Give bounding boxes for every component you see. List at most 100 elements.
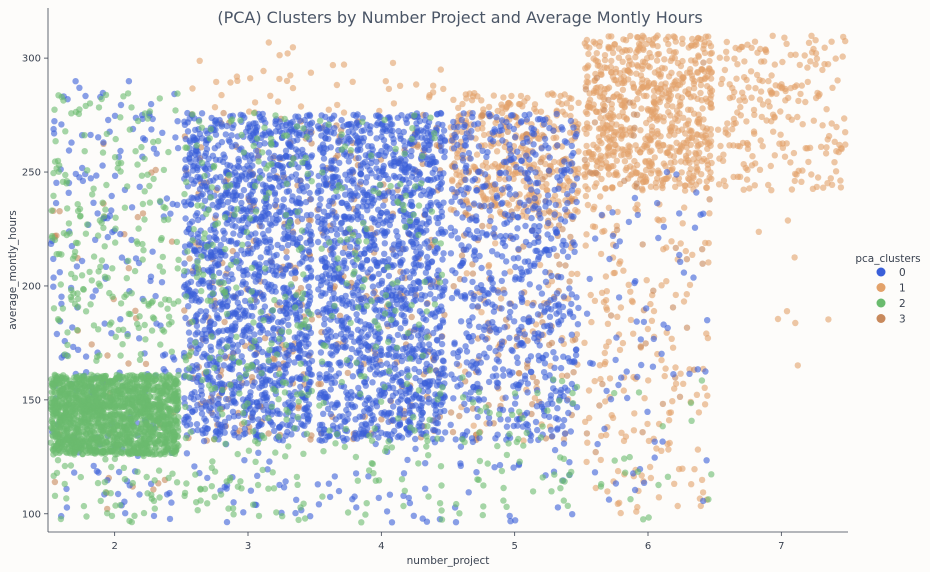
data-point — [734, 173, 741, 180]
data-point — [601, 52, 609, 59]
data-point — [413, 176, 420, 183]
data-point — [599, 380, 606, 388]
data-point — [221, 353, 228, 360]
data-point — [318, 112, 325, 119]
data-point — [601, 56, 609, 64]
data-point — [216, 116, 223, 124]
data-point — [417, 127, 425, 134]
data-point — [805, 39, 813, 46]
data-point — [675, 127, 682, 135]
data-point — [788, 186, 796, 193]
data-point — [235, 164, 243, 171]
data-point — [289, 84, 297, 92]
data-point — [689, 134, 696, 141]
data-point — [89, 293, 96, 300]
data-point — [583, 458, 590, 466]
data-point — [708, 49, 715, 57]
data-point — [604, 150, 612, 157]
data-point — [740, 186, 747, 193]
data-point — [305, 222, 312, 229]
data-point — [363, 397, 370, 404]
data-point — [581, 40, 588, 47]
data-point — [385, 418, 392, 425]
data-point — [106, 212, 114, 219]
data-point — [411, 365, 418, 373]
data-point — [326, 432, 333, 440]
data-point — [381, 240, 388, 247]
data-point — [708, 68, 715, 76]
data-point — [373, 135, 380, 142]
data-point — [478, 309, 485, 316]
data-point — [317, 195, 324, 203]
data-point — [223, 122, 231, 130]
data-point — [396, 421, 404, 428]
data-point — [344, 133, 351, 141]
data-point — [117, 147, 124, 155]
data-point — [652, 184, 660, 191]
data-point — [223, 395, 230, 403]
data-point — [360, 134, 368, 142]
data-point — [662, 80, 669, 87]
data-point — [757, 137, 764, 144]
data-point — [259, 181, 267, 188]
data-point — [524, 337, 531, 344]
data-point — [647, 137, 655, 144]
data-point — [219, 194, 226, 201]
data-point — [266, 458, 273, 465]
data-point — [744, 145, 752, 152]
data-point — [260, 406, 267, 414]
data-point — [349, 78, 356, 86]
data-point — [326, 265, 334, 272]
data-point — [596, 108, 603, 116]
data-point — [646, 148, 654, 155]
data-point — [304, 415, 312, 422]
data-point — [756, 96, 764, 103]
data-point — [604, 85, 611, 93]
data-point — [432, 407, 440, 414]
data-point — [149, 248, 156, 255]
data-point — [239, 307, 247, 314]
data-point — [404, 397, 411, 404]
data-point — [267, 92, 274, 100]
data-point — [707, 100, 714, 107]
data-point — [595, 125, 603, 132]
data-point — [620, 437, 628, 445]
data-point — [804, 78, 811, 86]
data-point — [363, 256, 371, 264]
data-point — [772, 82, 779, 89]
data-point — [227, 79, 234, 86]
data-point — [517, 92, 525, 100]
data-point — [158, 279, 166, 286]
data-point — [244, 220, 252, 227]
data-point — [616, 346, 624, 354]
data-point — [389, 213, 397, 220]
data-point — [591, 183, 598, 190]
data-point — [245, 173, 253, 180]
data-point — [493, 186, 500, 193]
data-point — [634, 61, 641, 69]
data-point — [748, 94, 755, 101]
data-point — [296, 260, 303, 267]
data-point — [159, 129, 166, 136]
data-point — [359, 160, 367, 167]
data-point — [588, 318, 595, 326]
data-point — [185, 303, 192, 310]
data-point — [366, 126, 373, 133]
data-point — [768, 90, 775, 98]
data-point — [683, 291, 690, 298]
data-point — [616, 70, 624, 77]
data-point — [611, 41, 618, 48]
data-point — [776, 140, 783, 147]
data-point — [390, 374, 397, 381]
data-point — [609, 49, 617, 56]
data-point — [702, 132, 709, 139]
data-point — [652, 179, 660, 186]
data-point — [244, 162, 251, 169]
data-point — [442, 429, 449, 436]
data-point — [653, 445, 660, 452]
data-point — [378, 416, 385, 423]
data-point — [261, 237, 268, 244]
data-point — [195, 298, 203, 305]
data-point — [581, 156, 589, 163]
data-point — [247, 487, 255, 494]
